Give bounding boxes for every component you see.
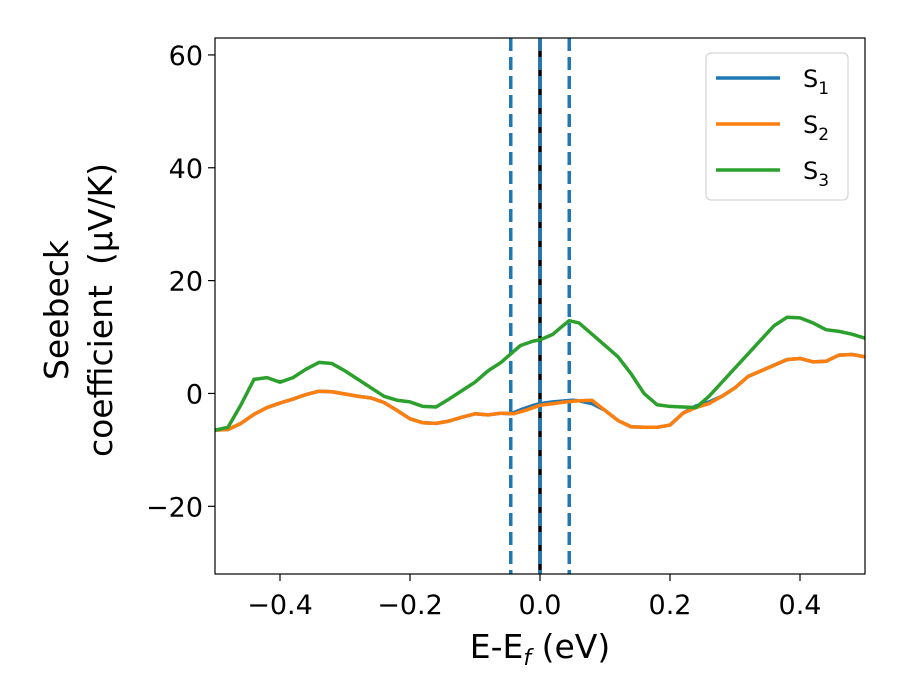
x-tick-label: 0.4 — [779, 590, 822, 621]
x-axis-ticks: −0.4 −0.2 0.0 0.2 0.4 — [247, 574, 821, 621]
legend: S1 S2 S3 — [705, 52, 849, 201]
y-tick-label: −20 — [146, 492, 203, 523]
reference-lines — [509, 38, 571, 574]
legend-label-s3: S3 — [803, 157, 829, 191]
y-axis-title: Seebeck coefficient(μV/K) — [37, 163, 120, 457]
y-tick-label: 60 — [169, 41, 203, 72]
y-axis-title-line1: Seebeck — [37, 239, 76, 380]
y-tick-label: 40 — [169, 154, 203, 185]
legend-box — [705, 52, 849, 201]
series-line-s3 — [215, 315, 865, 432]
y-axis-ticks: −20 0 20 40 60 — [146, 41, 215, 523]
legend-label-s2: S2 — [803, 111, 829, 145]
y-axis-title-line2: coefficient(μV/K) — [81, 163, 120, 457]
y-tick-label: 0 — [186, 379, 203, 410]
x-tick-label: 0.0 — [519, 590, 562, 621]
x-tick-label: 0.2 — [649, 590, 692, 621]
series-group — [215, 315, 865, 432]
y-tick-label: 20 — [169, 267, 203, 298]
x-tick-label: −0.2 — [377, 590, 443, 621]
series-line-s2 — [215, 352, 865, 432]
x-tick-label: −0.4 — [247, 590, 313, 621]
x-axis-title: E-Ef (eV) — [470, 627, 610, 671]
legend-label-s1: S1 — [803, 65, 829, 99]
